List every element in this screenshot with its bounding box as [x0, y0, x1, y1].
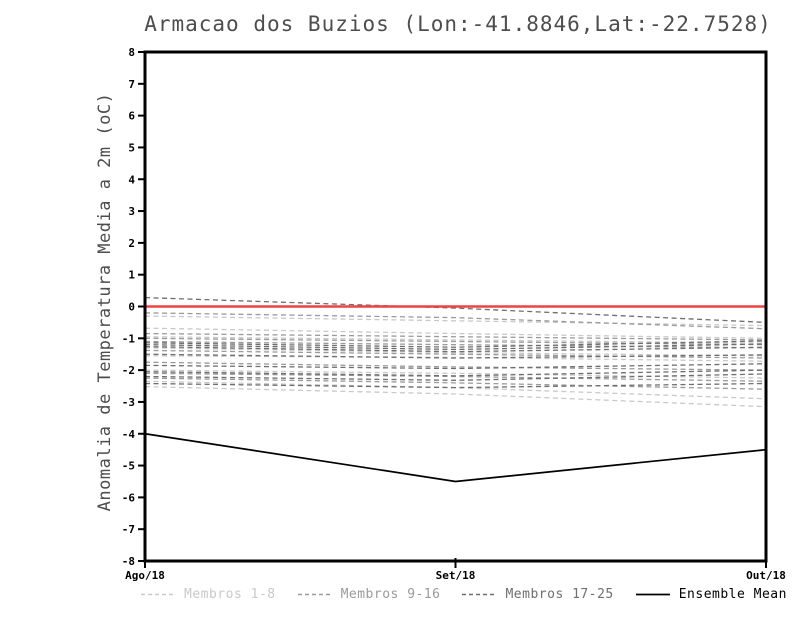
- y-tick-label: 6: [128, 110, 135, 123]
- member-line-membros-9-16: [144, 340, 767, 349]
- member-line-membros-17-25: [144, 343, 767, 351]
- y-tick-label: 3: [128, 205, 135, 218]
- member-line-membros-17-25: [144, 353, 767, 359]
- chart-title: Armacao dos Buzios (Lon:-41.8846,Lat:-22…: [144, 12, 772, 36]
- legend-label-membros-1-8: Membros 1-8: [184, 586, 276, 602]
- member-line-membros-1-8: [144, 336, 767, 344]
- legend-label-membros-9-16: Membros 9-16: [340, 586, 441, 602]
- member-line-membros-17-25: [144, 363, 767, 370]
- legend: Membros 1-8 Membros 9-16 Membros 17-25 E…: [141, 586, 787, 602]
- legend-label-ensemble-mean: Ensemble Mean: [678, 586, 787, 602]
- member-line-membros-1-8: [144, 327, 767, 339]
- member-line-membros-17-25: [144, 340, 767, 348]
- member-line-membros-9-16: [144, 312, 767, 330]
- member-line-membros-1-8: [144, 386, 767, 408]
- y-tick-label: -3: [122, 396, 135, 409]
- y-tick-label: 8: [128, 46, 135, 59]
- member-line-membros-1-8: [144, 315, 767, 327]
- dashed-line-sample-icon: [297, 593, 332, 595]
- x-tick-label: Set/18: [436, 569, 476, 582]
- y-tick-label: -4: [122, 428, 136, 441]
- y-tick-label: 7: [128, 78, 135, 91]
- y-tick-label: 1: [128, 269, 135, 282]
- y-tick-label: -8: [122, 555, 135, 568]
- legend-item-membros-17-25: Membros 17-25: [462, 587, 613, 602]
- dashed-line-sample-icon: [141, 593, 175, 595]
- y-tick-label: -7: [122, 523, 135, 536]
- y-tick-label: 0: [128, 301, 135, 314]
- y-tick-label: -5: [122, 460, 135, 473]
- legend-item-ensemble-mean: Ensemble Mean: [635, 586, 787, 602]
- member-line-membros-17-25: [144, 382, 767, 389]
- member-line-membros-17-25: [144, 296, 767, 324]
- member-line-membros-17-25: [144, 373, 767, 381]
- solid-line-sample-icon: [635, 593, 670, 595]
- y-tick-label: -2: [122, 364, 135, 377]
- legend-item-membros-9-16: Membros 9-16: [297, 586, 441, 602]
- member-line-membros-9-16: [144, 361, 767, 371]
- dashed-line-sample-icon: [462, 593, 497, 595]
- member-line-membros-1-8: [144, 347, 767, 357]
- x-tick-label: Out/18: [746, 569, 786, 582]
- member-line-membros-1-8: [144, 380, 767, 400]
- y-tick-label: 2: [128, 237, 135, 250]
- x-tick-label: Ago/18: [125, 569, 165, 582]
- member-line-membros-17-25: [144, 369, 767, 377]
- member-line-membros-9-16: [144, 377, 767, 390]
- y-tick-label: 4: [128, 173, 135, 186]
- y-tick-label: -1: [122, 332, 136, 345]
- ensemble-mean-line: [144, 432, 767, 483]
- y-tick-label: 5: [128, 141, 135, 154]
- member-line-membros-9-16: [144, 349, 767, 359]
- legend-label-membros-17-25: Membros 17-25: [505, 586, 614, 602]
- member-line-membros-17-25: [144, 345, 767, 353]
- legend-item-membros-1-8: Membros 1-8: [141, 587, 276, 602]
- member-line-membros-9-16: [144, 337, 767, 346]
- member-line-membros-9-16: [144, 332, 767, 341]
- y-tick-label: -6: [122, 491, 136, 504]
- member-line-membros-1-8: [144, 369, 767, 379]
